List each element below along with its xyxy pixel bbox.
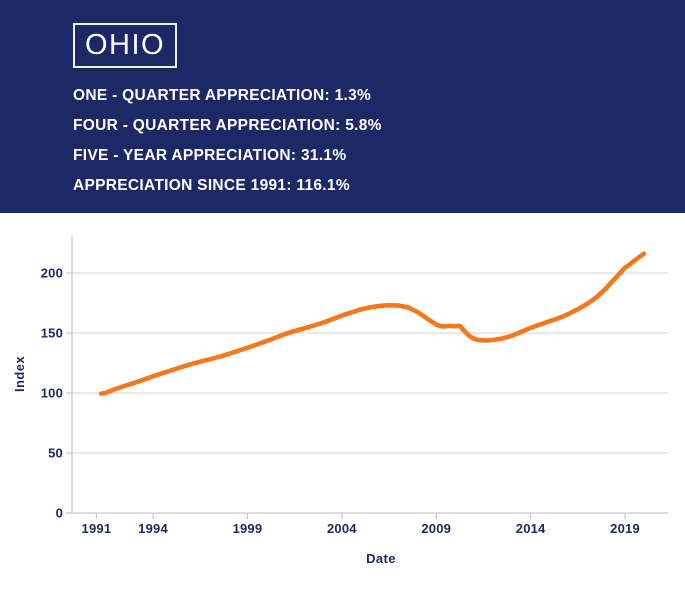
header-banner: OHIO ONE - QUARTER APPRECIATION: 1.3% FO…	[0, 0, 685, 213]
index-series-line	[98, 251, 647, 396]
x-axis-title: Date	[366, 551, 396, 566]
y-tick-label: 0	[56, 506, 63, 521]
x-tick-label: 2014	[516, 521, 546, 536]
state-badge: OHIO	[73, 23, 177, 68]
appreciation-stats: ONE - QUARTER APPRECIATION: 1.3% FOUR - …	[73, 81, 382, 201]
y-tick-label: 150	[41, 326, 63, 341]
stat-appreciation-since-1991: APPRECIATION SINCE 1991: 116.1%	[73, 177, 350, 194]
chart-area: 0 50 100 150 200 1991 1994 1999 2004 2009 2014 2019…	[0, 213, 685, 591]
x-tick-label: 1994	[138, 521, 168, 536]
x-tick-label: 2019	[610, 521, 640, 536]
x-tick-label: 2009	[421, 521, 451, 536]
y-tick-label: 100	[41, 386, 63, 401]
stat-five-year-appreciation: FIVE - YEAR APPRECIATION: 31.1%	[73, 147, 347, 164]
y-tick-label: 50	[48, 446, 63, 461]
state-name: OHIO	[84, 29, 166, 61]
hpi-line-chart: 0 50 100 150 200 1991 1994 1999 2004 2009 2014 2019…	[12, 235, 668, 566]
x-tick-label: 1999	[233, 521, 263, 536]
x-tick-label: 1991	[82, 521, 112, 536]
x-tick-label: 2004	[327, 521, 357, 536]
y-axis-title: Index	[12, 356, 27, 392]
stat-one-quarter-appreciation: ONE - QUARTER APPRECIATION: 1.3%	[73, 87, 372, 104]
stat-four-quarter-appreciation: FOUR - QUARTER APPRECIATION: 5.8%	[73, 117, 382, 134]
y-tick-label: 200	[41, 266, 63, 281]
